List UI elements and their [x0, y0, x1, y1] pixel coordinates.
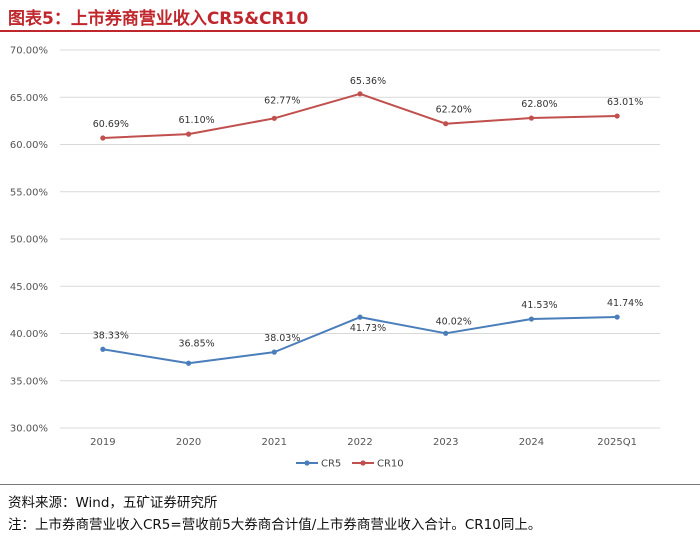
legend-marker — [304, 460, 310, 466]
data-label: 41.53% — [521, 300, 557, 311]
y-axis-ticks: 30.00% 35.00% 40.00% 45.00% 50.00% 55.00% 60.0… — [10, 46, 48, 435]
x-tick-label: 2024 — [519, 437, 544, 448]
x-tick-label: 2025Q1 — [597, 437, 637, 448]
data-point — [528, 115, 535, 121]
y-tick-label: 50.00% — [10, 235, 48, 246]
y-tick-label: 30.00% — [10, 424, 48, 435]
y-tick-label: 35.00% — [10, 376, 48, 387]
y-tick-label: 65.00% — [10, 93, 48, 104]
legend-label: CR10 — [377, 459, 404, 470]
series-lines — [100, 91, 620, 366]
data-point — [100, 346, 106, 352]
data-labels: 38.33% 36.85% 38.03% 41.73% 40.02% 41.53% 41.7… — [93, 76, 644, 349]
data-point — [185, 360, 192, 366]
data-point — [443, 330, 449, 336]
data-label: 41.74% — [607, 298, 643, 309]
footnote: 注：上市券商营业收入CR5=营收前5大券商合计值/上市券商营业收入合计。CR10… — [8, 517, 542, 533]
data-label: 62.77% — [264, 95, 300, 106]
data-point — [100, 135, 106, 141]
data-label: 63.01% — [607, 97, 643, 108]
data-point — [271, 115, 277, 121]
y-tick-label: 40.00% — [10, 329, 48, 340]
data-label: 40.02% — [436, 316, 472, 327]
x-tick-label: 2022 — [347, 437, 372, 448]
data-point — [357, 91, 363, 97]
data-point — [357, 314, 363, 320]
data-label: 41.73% — [350, 323, 386, 334]
x-tick-label: 2021 — [262, 437, 287, 448]
data-label: 60.69% — [93, 119, 129, 130]
x-tick-label: 2020 — [176, 437, 201, 448]
legend-marker — [360, 460, 366, 466]
footer-divider — [0, 484, 700, 485]
legend-label: CR5 — [321, 459, 341, 470]
x-tick-label: 2019 — [90, 437, 115, 448]
data-point — [185, 131, 192, 137]
data-point — [614, 314, 620, 320]
y-tick-label: 45.00% — [10, 282, 48, 293]
x-axis-ticks: 2019 2020 2021 2022 2023 2024 2025Q1 — [90, 437, 637, 448]
y-tick-label: 55.00% — [10, 187, 48, 198]
data-point — [528, 316, 535, 322]
y-tick-label: 70.00% — [10, 46, 48, 57]
source-note: 资料来源：Wind，五矿证券研究所 — [8, 495, 218, 511]
legend: CR5 CR10 — [296, 459, 404, 470]
data-label: 62.80% — [521, 99, 557, 110]
data-label: 38.03% — [264, 333, 300, 344]
chart-title: 图表5：上市券商营业收入CR5&CR10 — [8, 9, 309, 29]
data-label: 61.10% — [178, 115, 214, 126]
y-tick-label: 60.00% — [10, 140, 48, 151]
gridlines — [60, 49, 660, 429]
data-label: 62.20% — [436, 105, 472, 116]
data-point — [614, 113, 620, 119]
data-label: 65.36% — [350, 76, 386, 87]
data-point — [443, 121, 449, 127]
line-chart: 30.00% 35.00% 40.00% 45.00% 50.00% 55.00% 60.0… — [10, 46, 660, 470]
title-divider — [0, 30, 700, 32]
data-label: 38.33% — [93, 330, 129, 341]
data-label: 36.85% — [178, 338, 214, 349]
x-tick-label: 2023 — [433, 437, 458, 448]
data-point — [271, 349, 277, 355]
